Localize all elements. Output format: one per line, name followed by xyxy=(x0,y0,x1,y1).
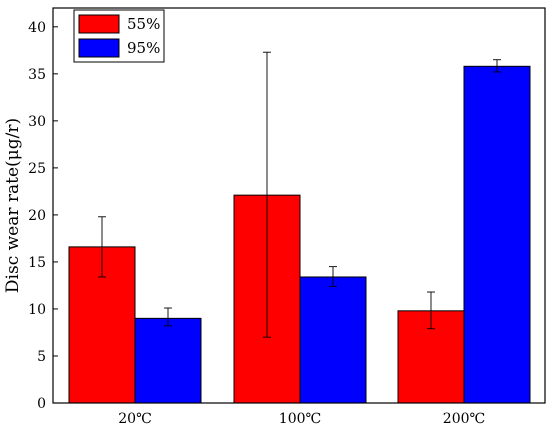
axes: 0 5 10 15 20 25 30 35 40 20℃ 100℃ 200℃ xyxy=(28,7,546,427)
y-tick-label: 35 xyxy=(28,67,46,83)
legend-label-55: 55% xyxy=(127,15,160,33)
plot-frame xyxy=(52,7,546,404)
y-tick-label: 15 xyxy=(28,255,46,271)
y-tick-label: 5 xyxy=(37,349,46,365)
y-tick-label: 40 xyxy=(28,20,46,36)
y-tick-label: 0 xyxy=(37,396,46,412)
y-tick-label: 20 xyxy=(28,208,46,224)
y-tick-label: 25 xyxy=(28,161,46,177)
bar xyxy=(134,317,202,404)
plot-area xyxy=(68,51,531,404)
y-axis-label: Disc wear rate(μg/r) xyxy=(3,118,23,293)
bar xyxy=(463,65,531,404)
x-tick-label: 200℃ xyxy=(443,411,485,427)
bar xyxy=(299,276,367,404)
legend-swatch-55 xyxy=(78,14,120,34)
legend-label-95: 95% xyxy=(127,39,160,57)
y-tick-label: 10 xyxy=(28,302,46,318)
x-tick-label: 100℃ xyxy=(279,411,321,427)
legend: 55% 95% xyxy=(73,9,165,63)
y-tick-label: 30 xyxy=(28,114,46,130)
x-tick-label: 20℃ xyxy=(118,411,151,427)
legend-swatch-95 xyxy=(78,38,120,58)
